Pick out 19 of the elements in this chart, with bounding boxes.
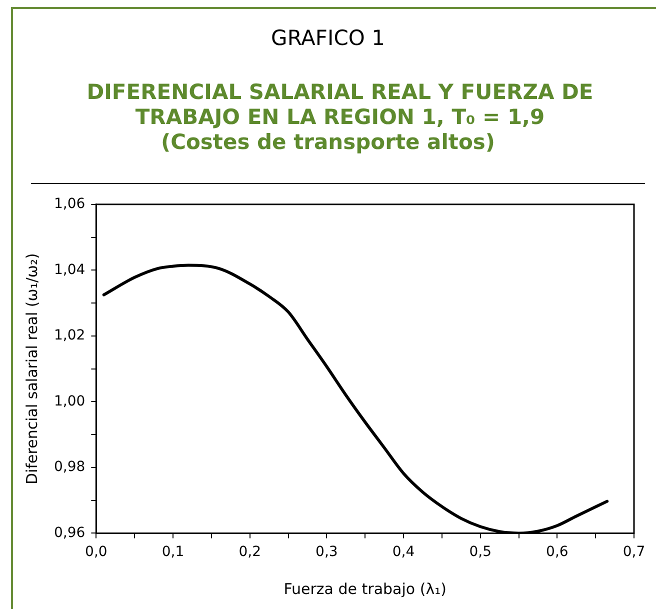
text: GRAFICO 1 xyxy=(270,26,386,50)
x-tick-label: 0,6 xyxy=(546,544,568,560)
chart-title: DIFERENCIAL SALARIAL REAL Y FUERZA DE TRABAJO EN LA REGION 1, T₀ = 1,9 xyxy=(86,80,594,130)
x-tick-label: 0,4 xyxy=(392,544,415,560)
chart-subtitle: (Costes de transporte altos) xyxy=(160,130,496,154)
y-axis-title: Diferencial salarial real (ω₁/ω₂) xyxy=(22,253,41,484)
x-tick-label: 0,5 xyxy=(469,544,492,560)
x-tick-label: 0,7 xyxy=(622,544,646,560)
x-tick-label: 0,2 xyxy=(238,544,261,560)
y-tick-label: 0,96 xyxy=(54,524,86,541)
y-tick-label: 1,06 xyxy=(54,196,86,212)
x-tick-label: 0,1 xyxy=(162,544,184,560)
x-tick-label: 0,3 xyxy=(316,544,338,560)
x-axis-title: Fuerza de trabajo (λ₁) xyxy=(284,580,446,598)
y-tick-label: 1,00 xyxy=(54,393,86,410)
x-tick-label: 0,0 xyxy=(85,544,108,560)
y-tick-label: 1,02 xyxy=(54,328,86,344)
y-tick-label: 1,04 xyxy=(54,262,86,278)
y-tick-label: 0,98 xyxy=(54,459,86,476)
